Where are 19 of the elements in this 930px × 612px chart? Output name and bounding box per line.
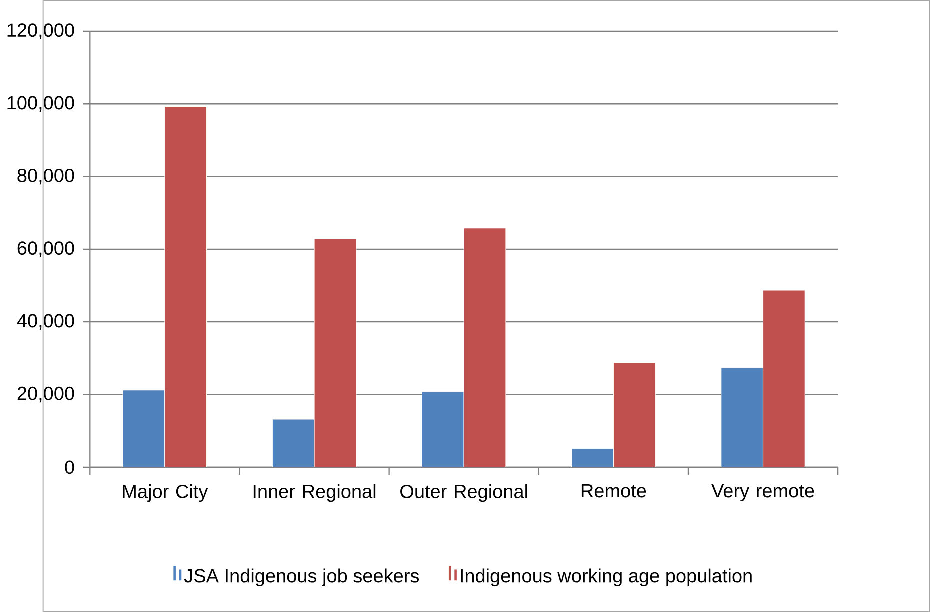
bar bbox=[122, 390, 166, 468]
bar bbox=[572, 448, 614, 468]
bar bbox=[721, 367, 764, 468]
x-tick-label: Inner Regional bbox=[254, 484, 376, 502]
y-tick-label: 20,000 bbox=[18, 386, 74, 402]
y-tick-label: 120,000 bbox=[8, 23, 74, 40]
bar bbox=[272, 418, 315, 468]
x-tick-label: Remote bbox=[582, 484, 646, 498]
y-tick-label: 0 bbox=[65, 460, 74, 474]
y-tick-label: 60,000 bbox=[18, 241, 74, 258]
x-tick-label: Outer Regional bbox=[400, 484, 528, 502]
x-tick-label: Very remote bbox=[712, 484, 814, 502]
x-tick-label: Major City bbox=[123, 484, 208, 502]
legend-label: JSA Indigenous job seekers bbox=[184, 568, 420, 586]
y-tick-label: 100,000 bbox=[8, 96, 74, 112]
y-tick-label: 80,000 bbox=[18, 168, 74, 184]
legend-label: Indigenous working age population bbox=[461, 568, 752, 586]
bar bbox=[422, 391, 464, 468]
y-tick-label: 40,000 bbox=[17, 314, 74, 330]
